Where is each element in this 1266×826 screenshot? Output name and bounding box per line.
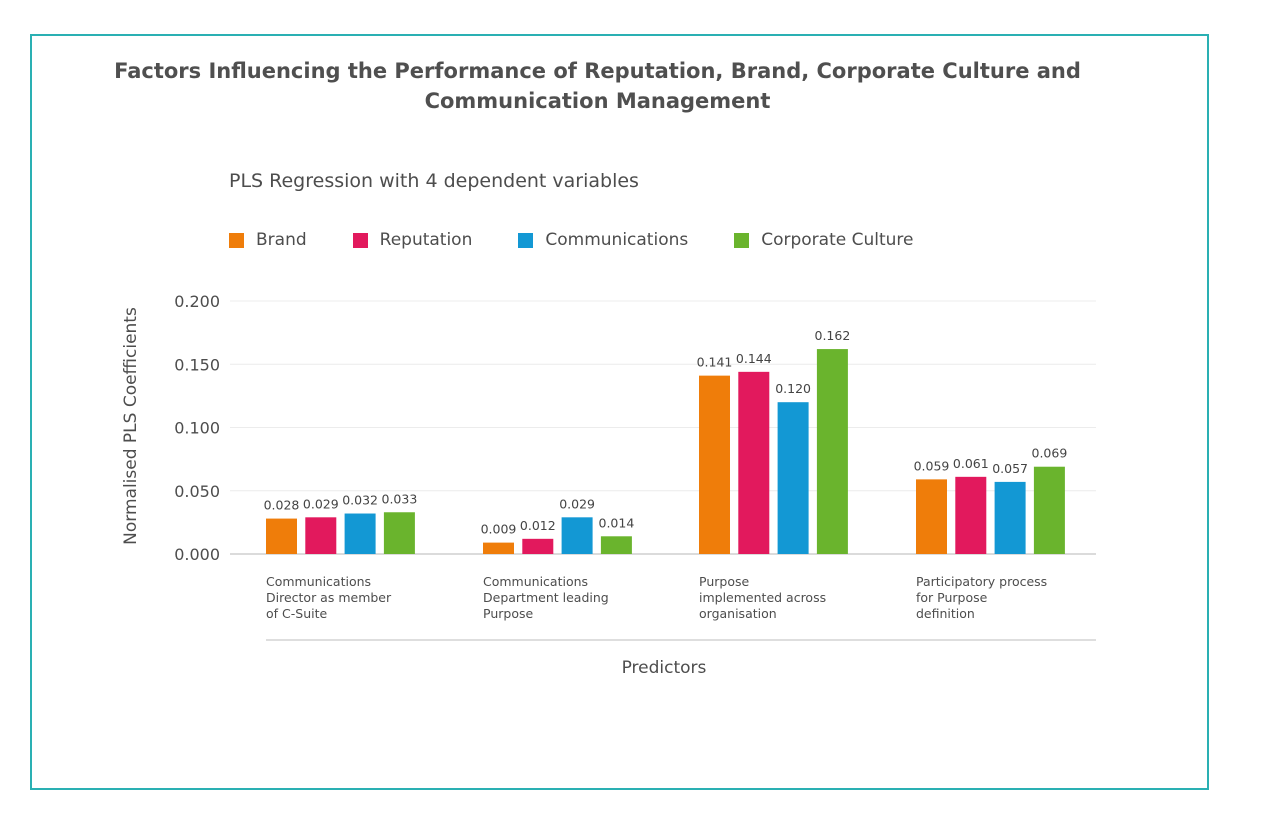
x-tick-label: Department leading xyxy=(483,590,609,605)
bar xyxy=(600,536,632,554)
data-label: 0.029 xyxy=(559,496,595,511)
x-tick-label: Participatory process xyxy=(916,574,1047,589)
x-tick-label: organisation xyxy=(699,606,777,621)
bar xyxy=(1033,466,1065,554)
bar xyxy=(916,479,947,554)
y-tick-label: 0.050 xyxy=(174,482,220,501)
bar xyxy=(522,538,554,554)
x-tick-label: Purpose xyxy=(483,606,533,621)
bar xyxy=(816,349,848,554)
data-label: 0.032 xyxy=(342,493,378,508)
bar xyxy=(994,481,1026,554)
legend-label-corporate-culture: Corporate Culture xyxy=(761,230,914,250)
bar xyxy=(561,517,593,554)
legend-item-reputation: Reputation xyxy=(352,230,473,250)
y-tick-label: 0.150 xyxy=(174,355,220,374)
data-label: 0.028 xyxy=(264,498,300,513)
legend-swatch-reputation xyxy=(352,232,368,248)
y-tick-label: 0.200 xyxy=(174,292,220,311)
data-label: 0.144 xyxy=(736,351,772,366)
chart-title: Factors Influencing the Performance of R… xyxy=(114,59,1081,113)
x-tick-label: for Purpose xyxy=(916,590,988,605)
data-label: 0.069 xyxy=(1032,446,1068,461)
legend-swatch-corporate-culture xyxy=(734,232,750,248)
legend: Brand Reputation Communications Corporat… xyxy=(229,230,960,250)
chart-frame xyxy=(30,34,1209,790)
bar xyxy=(699,375,730,554)
y-tick-label: 0.000 xyxy=(174,545,220,564)
data-label: 0.057 xyxy=(992,461,1028,476)
data-label: 0.120 xyxy=(775,381,811,396)
legend-swatch-brand xyxy=(229,232,244,248)
legend-label-reputation: Reputation xyxy=(379,230,473,250)
bar xyxy=(955,476,987,554)
data-label: 0.029 xyxy=(303,496,339,511)
bar xyxy=(266,518,297,554)
legend-item-communications: Communications xyxy=(518,230,688,250)
x-axis-label: Predictors xyxy=(621,658,707,678)
x-tick-label: definition xyxy=(916,606,975,621)
legend-label-communications: Communications xyxy=(545,230,689,250)
data-label: 0.014 xyxy=(599,515,635,530)
bar xyxy=(777,402,809,554)
bar xyxy=(483,542,514,554)
y-tick-label: 0.100 xyxy=(174,419,220,438)
data-label: 0.033 xyxy=(382,491,418,506)
data-label: 0.012 xyxy=(520,518,556,533)
bar xyxy=(383,512,415,554)
x-tick-label: of C-Suite xyxy=(266,606,327,621)
legend-item-corporate-culture: Corporate Culture xyxy=(734,230,914,250)
x-tick-label: Communications xyxy=(266,574,371,589)
chart-subtitle: PLS Regression with 4 dependent variable… xyxy=(229,170,639,192)
data-label: 0.009 xyxy=(481,522,517,537)
data-label: 0.059 xyxy=(914,458,950,473)
x-tick-label: Communications xyxy=(483,574,588,589)
x-tick-label: Director as member xyxy=(266,590,392,605)
bar xyxy=(344,513,376,554)
data-label: 0.162 xyxy=(815,328,851,343)
bar xyxy=(305,517,337,554)
data-label: 0.061 xyxy=(953,456,989,471)
x-tick-label: Purpose xyxy=(699,574,749,589)
bar xyxy=(738,371,770,554)
x-tick-label: implemented across xyxy=(699,590,826,605)
legend-item-brand: Brand xyxy=(229,230,307,250)
legend-swatch-communications xyxy=(518,232,534,248)
data-label: 0.141 xyxy=(697,355,733,370)
legend-label-brand: Brand xyxy=(256,230,307,250)
